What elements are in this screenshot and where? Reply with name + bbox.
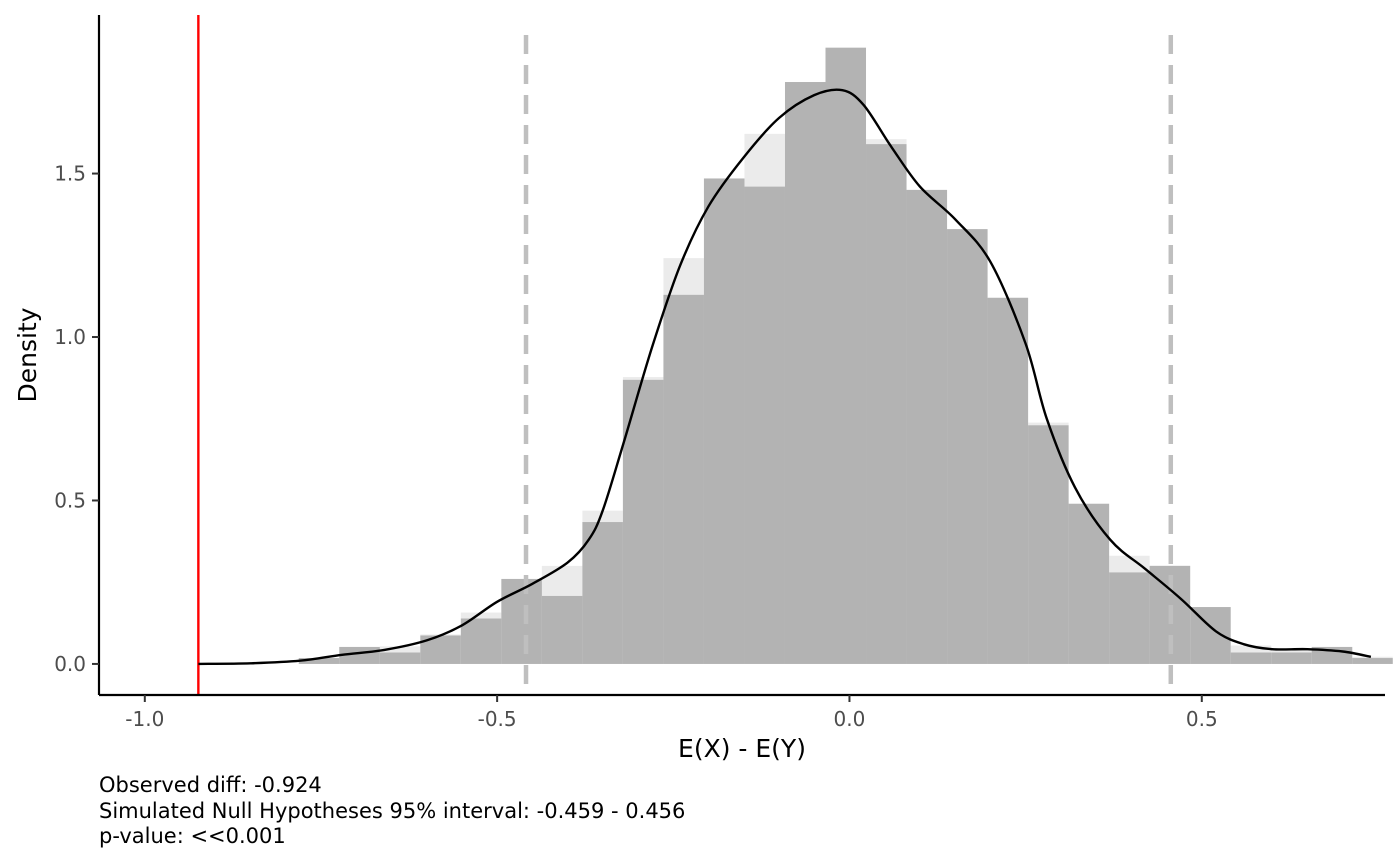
histogram-bar-24	[1271, 652, 1312, 664]
histogram-bar-23	[1230, 652, 1272, 664]
histogram-bar-2	[379, 652, 421, 664]
histogram-bar-10	[703, 178, 745, 664]
y-axis-ticks: 0.0 0.5 1.0 1.5	[54, 162, 99, 676]
histogram-bar-14	[866, 144, 907, 664]
y-axis-title: Density	[13, 307, 42, 402]
histogram-bar-20	[1109, 572, 1150, 664]
x-tick-label: -1.0	[125, 707, 164, 731]
null-interval-text: Simulated Null Hypotheses 95% interval: …	[99, 798, 686, 823]
histogram-bar-15	[906, 189, 948, 664]
histogram-bar-12	[784, 82, 826, 664]
histogram-bar-26	[1352, 658, 1393, 664]
y-tick-label: 0.0	[54, 652, 86, 676]
chart-caption: Observed diff: -0.924 Simulated Null Hyp…	[99, 773, 685, 850]
histogram-bar-18	[1028, 425, 1069, 664]
histogram-bar-16	[947, 229, 988, 664]
histogram-bar-13	[825, 47, 867, 664]
x-tick-label: 0.5	[1186, 707, 1218, 731]
density-curve	[198, 88, 1372, 666]
histogram-bar-11	[744, 186, 785, 664]
x-tick-label: -0.5	[478, 707, 517, 731]
histogram-bar-5	[501, 578, 542, 664]
p-value-text: p-value: <<0.001	[99, 824, 286, 848]
x-tick-label: 0.0	[834, 707, 866, 731]
histogram-bar-0	[298, 658, 340, 664]
y-tick-label: 1.0	[54, 325, 86, 349]
histogram-bar-7	[582, 522, 623, 664]
x-axis-ticks: -1.0 -0.5 0.0 0.5	[125, 695, 1218, 731]
axes	[97, 15, 1385, 697]
histogram-bar-6	[541, 595, 583, 664]
histogram-bar-17	[987, 297, 1029, 664]
y-tick-label: 1.5	[54, 162, 86, 186]
observed-diff-text: Observed diff: -0.924	[99, 773, 322, 797]
histogram-bars	[298, 47, 1393, 664]
histogram-bar-19	[1068, 503, 1110, 664]
histogram-bar-9	[663, 294, 704, 664]
histogram-bar-4	[460, 618, 502, 664]
histogram-bar-8	[622, 379, 664, 664]
reference-lines	[197, 15, 1174, 695]
y-tick-label: 0.5	[54, 488, 86, 512]
x-axis-title: E(X) - E(Y)	[678, 734, 806, 763]
